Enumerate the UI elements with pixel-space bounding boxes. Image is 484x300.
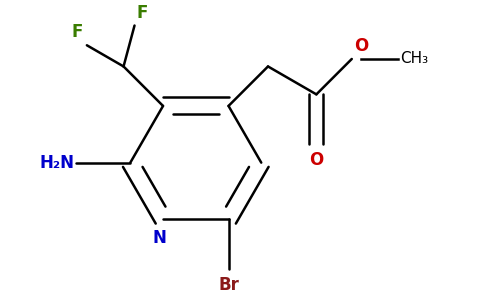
Text: Br: Br [218,276,239,294]
Text: H₂N: H₂N [40,154,75,172]
Text: CH₃: CH₃ [400,52,428,67]
Text: N: N [152,229,166,247]
Text: F: F [136,4,148,22]
Text: F: F [72,23,83,41]
Text: O: O [309,152,323,169]
Text: O: O [354,37,368,55]
